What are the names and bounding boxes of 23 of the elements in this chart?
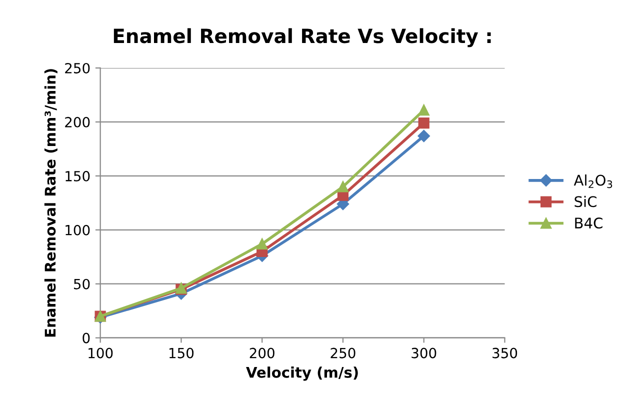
y-tick-label: 0: [82, 332, 90, 344]
x-tick-label: 200: [250, 348, 274, 358]
point: [418, 104, 430, 116]
y-tick-label: 250: [65, 62, 90, 74]
legend-label: SiC: [574, 196, 596, 208]
x-tick-label: 150: [169, 348, 194, 358]
chart-title: Enamel Removal Rate Vs Velocity :: [114, 28, 491, 48]
legend-label: Al$_{2}$O$_{3}$: [574, 174, 612, 188]
y-tick-label: 200: [65, 116, 90, 128]
legend-label: B4C: [575, 218, 602, 229]
point: [418, 130, 430, 142]
y-tick-label: 150: [66, 170, 90, 182]
y-axis-title: Enamel Removal Rate (mm³/min): [44, 69, 58, 337]
x-tick-label: 300: [412, 348, 436, 358]
x-tick-label: 100: [88, 348, 113, 358]
point: [418, 117, 430, 129]
point: [256, 238, 268, 250]
point: [337, 181, 349, 192]
x-tick-label: 350: [492, 348, 518, 358]
y-tick-label: 50: [74, 278, 90, 290]
x-tick-label: 250: [330, 348, 356, 358]
x-axis-title: Velocity (m/s): [246, 366, 358, 381]
y-tick-label: 100: [66, 224, 90, 236]
